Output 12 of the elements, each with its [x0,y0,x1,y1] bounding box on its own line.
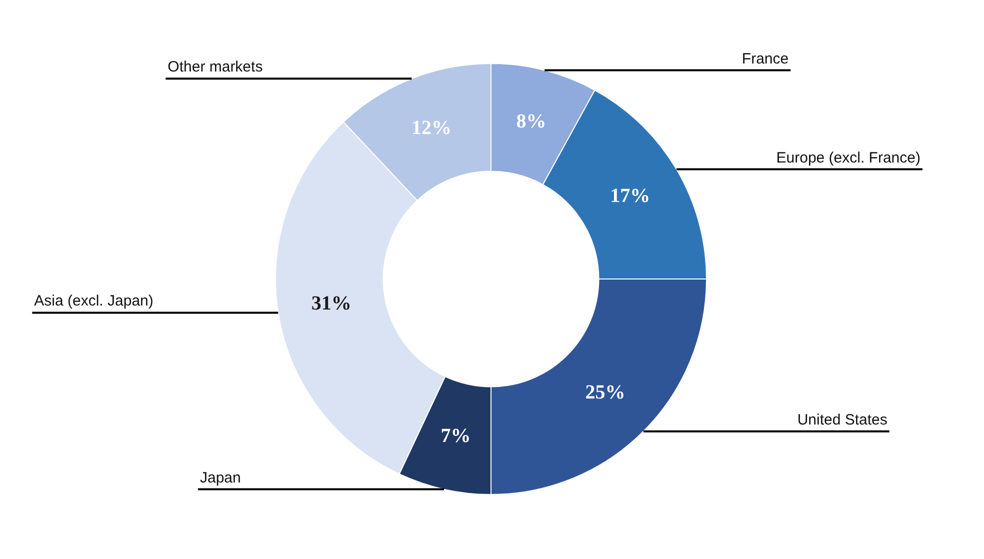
slice-label: United States [797,411,888,428]
data-label: 17% [610,184,650,207]
slice-label: France [742,50,789,68]
slice-label: Japan [200,469,241,486]
slice-label: Asia (excl. Japan) [34,292,154,310]
data-label: 25% [585,381,626,404]
data-label: 7% [440,424,471,447]
data-label: 8% [516,110,546,133]
slice-label: Other markets [168,58,263,76]
data-label: 12% [412,116,452,139]
slice-label: Europe (excl. France) [776,149,920,166]
data-label: 31% [311,292,352,314]
